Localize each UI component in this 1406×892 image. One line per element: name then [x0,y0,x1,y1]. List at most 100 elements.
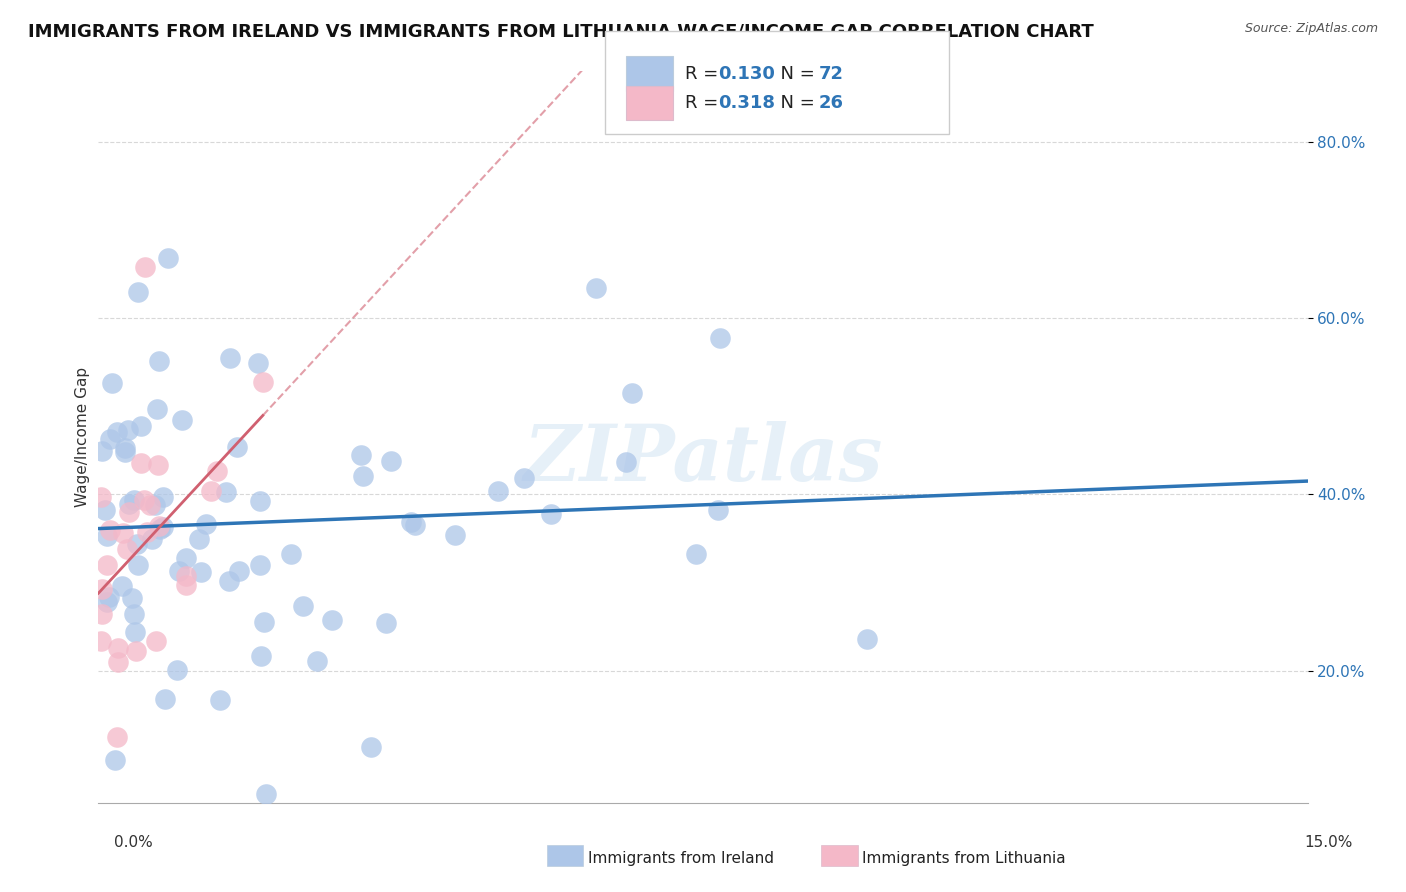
Point [350,448,373,462]
Point [153,692,176,706]
Point [218,574,240,588]
Point [200,484,222,499]
Point [121,591,143,605]
Point [215,485,238,500]
Point [253,615,276,629]
Point [110,579,132,593]
Point [135,525,157,540]
Point [226,440,249,454]
Point [148,354,170,368]
Point [856,632,879,646]
Point [146,458,169,472]
Point [105,730,128,744]
Point [174,568,197,582]
Point [107,655,129,669]
Point [707,503,730,517]
Text: N =: N = [769,64,821,83]
Y-axis label: Wage/Income Gap: Wage/Income Gap [75,367,90,508]
Point [91,444,114,458]
Point [98,432,121,446]
Point [249,494,271,508]
Point [124,624,146,639]
Point [91,607,114,622]
Point [513,471,536,485]
Point [127,558,149,573]
Text: R =: R = [685,64,724,83]
Point [208,693,231,707]
Text: 0.130: 0.130 [718,64,775,83]
Point [352,468,374,483]
Point [100,523,122,537]
Point [118,504,141,518]
Point [114,444,136,458]
Point [122,492,145,507]
Point [157,251,180,265]
Text: 15.0%: 15.0% [1305,836,1353,850]
Text: 72: 72 [818,64,844,83]
Text: Immigrants from Lithuania: Immigrants from Lithuania [862,851,1066,865]
Point [321,613,343,627]
Point [709,331,731,345]
Point [169,564,191,578]
Point [360,739,382,754]
Point [187,533,209,547]
Point [145,633,167,648]
Point [90,634,112,648]
Point [190,566,212,580]
Point [90,490,112,504]
Point [280,547,302,561]
Point [254,787,277,801]
Point [125,644,148,658]
Point [166,663,188,677]
Point [132,493,155,508]
Text: ZIPatlas: ZIPatlas [523,421,883,497]
Point [148,519,170,533]
Point [380,454,402,468]
Point [129,419,152,434]
Point [174,551,197,566]
Point [124,607,146,621]
Point [174,578,197,592]
Point [96,529,118,543]
Point [219,351,242,365]
Text: R =: R = [685,94,724,112]
Text: Immigrants from Ireland: Immigrants from Ireland [588,851,773,865]
Text: N =: N = [769,94,821,112]
Point [291,599,314,614]
Point [305,654,328,668]
Point [90,582,112,596]
Point [107,640,129,655]
Point [141,532,163,546]
Point [96,558,118,573]
Point [249,558,271,573]
Point [621,386,644,401]
Point [104,753,127,767]
Point [96,595,118,609]
Point [486,483,509,498]
Point [134,260,156,275]
Point [401,515,423,529]
Point [101,376,124,391]
Text: IMMIGRANTS FROM IRELAND VS IMMIGRANTS FROM LITHUANIA WAGE/INCOME GAP CORRELATION: IMMIGRANTS FROM IRELAND VS IMMIGRANTS FR… [28,22,1094,40]
Point [146,402,169,417]
Point [374,615,396,630]
Point [685,547,707,561]
Point [115,542,138,557]
Point [404,518,426,533]
Point [444,528,467,542]
Point [98,591,121,605]
Point [228,564,250,578]
Point [139,498,162,512]
Point [114,441,136,455]
Text: 0.0%: 0.0% [114,836,153,850]
Text: 0.318: 0.318 [718,94,776,112]
Point [127,536,149,550]
Point [129,457,152,471]
Point [143,498,166,512]
Point [252,375,274,389]
Point [585,281,607,295]
Point [250,648,273,663]
Point [105,425,128,440]
Point [246,355,269,369]
Point [149,522,172,536]
